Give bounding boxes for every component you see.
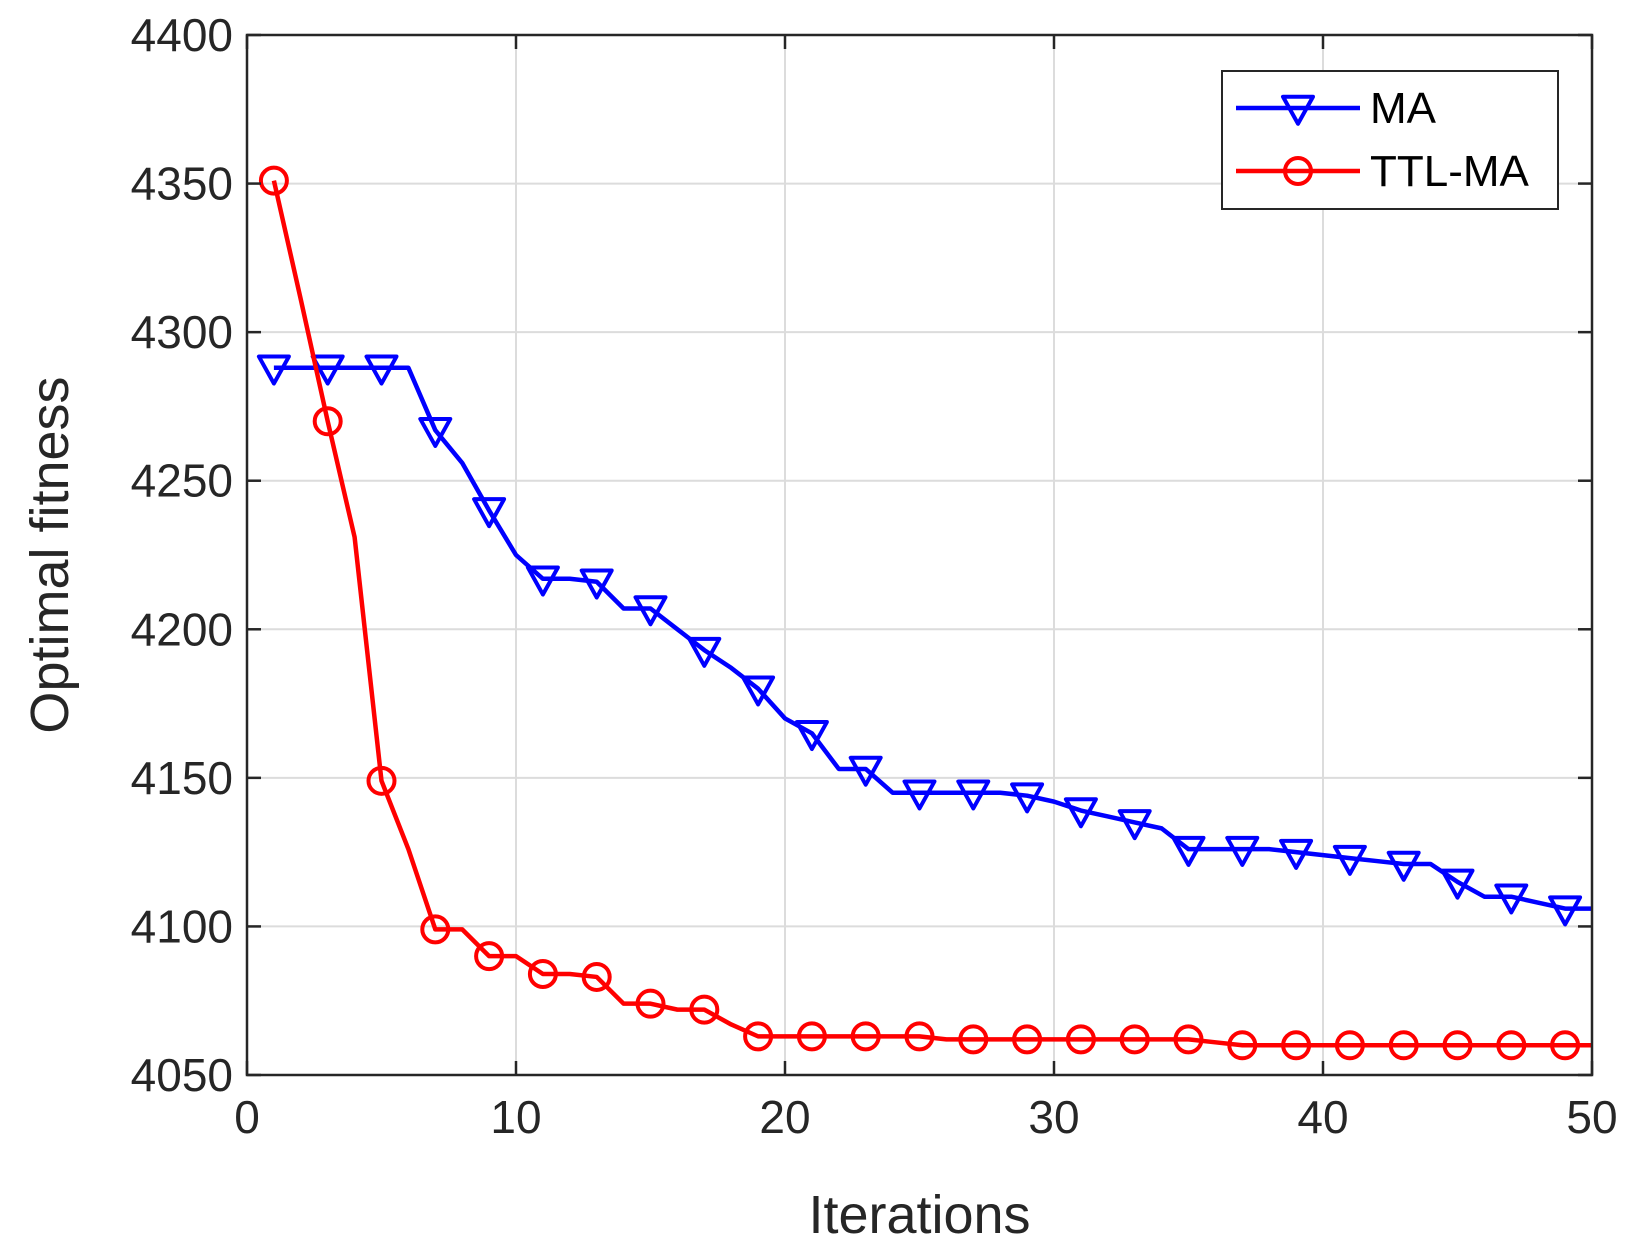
data-point-ma — [1279, 838, 1314, 870]
data-point-ma — [741, 675, 776, 707]
data-point-ma — [687, 636, 722, 668]
data-point-ma — [364, 354, 399, 386]
legend-marker-ttl-ma — [1283, 156, 1313, 186]
data-point-ttl-ma — [1442, 1030, 1473, 1061]
data-point-ttl-ma — [366, 765, 397, 796]
y-tick-label: 4400 — [131, 9, 233, 61]
data-point-ma — [1548, 895, 1583, 927]
legend-marker-ma — [1281, 94, 1315, 126]
data-point-ma — [633, 595, 668, 627]
x-tick-label: 10 — [490, 1091, 541, 1143]
data-point-ma — [256, 354, 291, 386]
data-point-ma — [956, 779, 991, 811]
plot-frame — [245, 33, 1594, 1077]
data-point-ma — [1332, 844, 1367, 876]
data-point-ttl-ma — [958, 1024, 989, 1055]
data-point-ttl-ma — [850, 1021, 881, 1052]
x-tick-label: 50 — [1566, 1091, 1617, 1143]
legend-label-ttl-ma: TTL-MA — [1370, 147, 1530, 196]
data-point-ttl-ma — [1388, 1030, 1419, 1061]
data-point-ttl-ma — [474, 941, 505, 972]
data-point-ma — [1440, 868, 1475, 900]
data-point-ttl-ma — [1281, 1030, 1312, 1061]
data-point-ma — [902, 779, 937, 811]
x-axis-title: Iterations — [808, 1185, 1030, 1245]
data-point-ttl-ma — [796, 1021, 827, 1052]
data-point-ttl-ma — [1227, 1030, 1258, 1061]
data-point-ttl-ma — [1173, 1024, 1204, 1055]
x-tick-label: 20 — [759, 1091, 810, 1143]
data-point-ttl-ma — [1550, 1030, 1581, 1061]
data-point-ma — [418, 416, 453, 448]
data-point-ma — [794, 720, 829, 752]
legend-item-ttl-ma: TTL-MA — [1236, 147, 1530, 196]
data-point-ma — [579, 568, 614, 600]
series-layer — [256, 165, 1592, 1061]
data-point-ttl-ma — [635, 988, 666, 1019]
x-tick-label: 30 — [1028, 1091, 1079, 1143]
x-tick-label: 40 — [1297, 1091, 1348, 1143]
legend-item-ma: MA — [1236, 84, 1437, 133]
data-point-ma — [1225, 835, 1260, 867]
data-point-ma — [1117, 809, 1152, 841]
axis-ticks: 0 10 20 30 40 5040504100415042004250430043504… — [131, 9, 1618, 1143]
series-ttl-ma — [258, 165, 1592, 1061]
data-point-ttl-ma — [420, 914, 451, 945]
series-ma — [256, 354, 1592, 927]
data-point-ttl-ma — [904, 1021, 935, 1052]
data-point-ma — [848, 755, 883, 787]
data-point-ttl-ma — [689, 994, 720, 1025]
data-point-ma — [1171, 835, 1206, 867]
y-tick-label: 4100 — [131, 900, 233, 952]
data-point-ma — [472, 497, 507, 529]
data-point-ttl-ma — [1065, 1024, 1096, 1055]
data-point-ttl-ma — [1496, 1030, 1527, 1061]
data-point-ma — [1494, 883, 1529, 915]
y-tick-label: 4050 — [131, 1049, 233, 1101]
data-point-ma — [1010, 782, 1045, 814]
y-tick-label: 4300 — [131, 306, 233, 358]
y-tick-label: 4200 — [131, 603, 233, 655]
legend-box — [1221, 70, 1559, 210]
y-tick-label: 4250 — [131, 455, 233, 507]
data-point-ttl-ma — [1334, 1030, 1365, 1061]
y-tick-label: 4350 — [131, 158, 233, 210]
y-tick-label: 4150 — [131, 752, 233, 804]
data-point-ttl-ma — [581, 961, 612, 992]
data-point-ttl-ma — [1012, 1024, 1043, 1055]
data-point-ttl-ma — [527, 958, 558, 989]
data-point-ttl-ma — [312, 406, 343, 437]
data-point-ma — [310, 354, 345, 386]
y-axis-title: Optimal fitness — [20, 376, 80, 733]
data-point-ma — [1063, 797, 1098, 829]
data-point-ttl-ma — [1119, 1024, 1150, 1055]
data-point-ttl-ma — [258, 165, 289, 196]
x-tick-label: 0 — [234, 1091, 260, 1143]
data-point-ma — [1386, 850, 1421, 882]
legend-label-ma: MA — [1370, 84, 1437, 133]
legend: MA TTL-MA — [1221, 70, 1559, 210]
data-point-ttl-ma — [743, 1021, 774, 1052]
data-point-ma — [525, 565, 560, 597]
